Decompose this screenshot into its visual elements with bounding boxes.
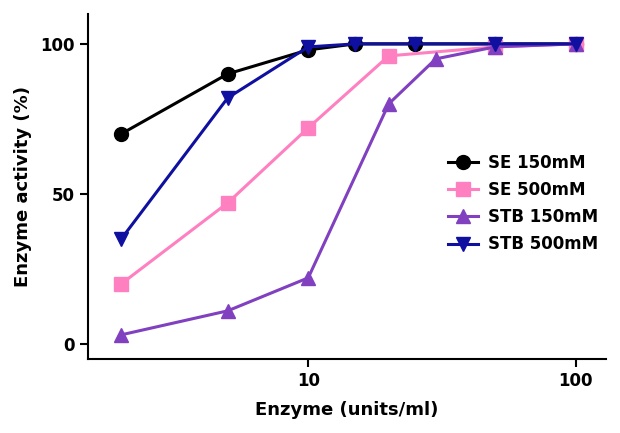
SE 500mM — [572, 41, 579, 46]
STB 150mM — [432, 56, 440, 61]
Line: SE 150mM: SE 150mM — [114, 37, 583, 141]
SE 150mM — [352, 41, 359, 46]
Y-axis label: Enzyme activity (%): Enzyme activity (%) — [14, 86, 32, 287]
STB 500mM — [304, 44, 312, 49]
Line: STB 150mM: STB 150mM — [114, 37, 583, 342]
SE 150mM — [411, 41, 418, 46]
STB 500mM — [118, 236, 125, 242]
STB 500mM — [492, 41, 499, 46]
STB 150mM — [492, 44, 499, 49]
STB 500mM — [224, 95, 231, 100]
Line: STB 500mM: STB 500mM — [114, 37, 583, 246]
SE 150mM — [304, 47, 312, 52]
Line: SE 500mM: SE 500mM — [114, 37, 583, 291]
STB 500mM — [411, 41, 418, 46]
SE 500mM — [224, 200, 231, 205]
SE 500mM — [118, 281, 125, 286]
Legend: SE 150mM, SE 500mM, STB 150mM, STB 500mM: SE 150mM, SE 500mM, STB 150mM, STB 500mM — [448, 154, 598, 253]
X-axis label: Enzyme (units/ml): Enzyme (units/ml) — [255, 401, 439, 419]
SE 500mM — [492, 44, 499, 49]
SE 500mM — [385, 53, 392, 58]
STB 150mM — [224, 308, 231, 313]
SE 150mM — [118, 131, 125, 136]
SE 500mM — [304, 125, 312, 130]
STB 150mM — [385, 101, 392, 107]
STB 150mM — [304, 275, 312, 281]
SE 150mM — [572, 41, 579, 46]
STB 150mM — [118, 332, 125, 337]
SE 150mM — [224, 71, 231, 77]
SE 150mM — [492, 41, 499, 46]
STB 500mM — [572, 41, 579, 46]
STB 500mM — [352, 41, 359, 46]
STB 150mM — [572, 41, 579, 46]
